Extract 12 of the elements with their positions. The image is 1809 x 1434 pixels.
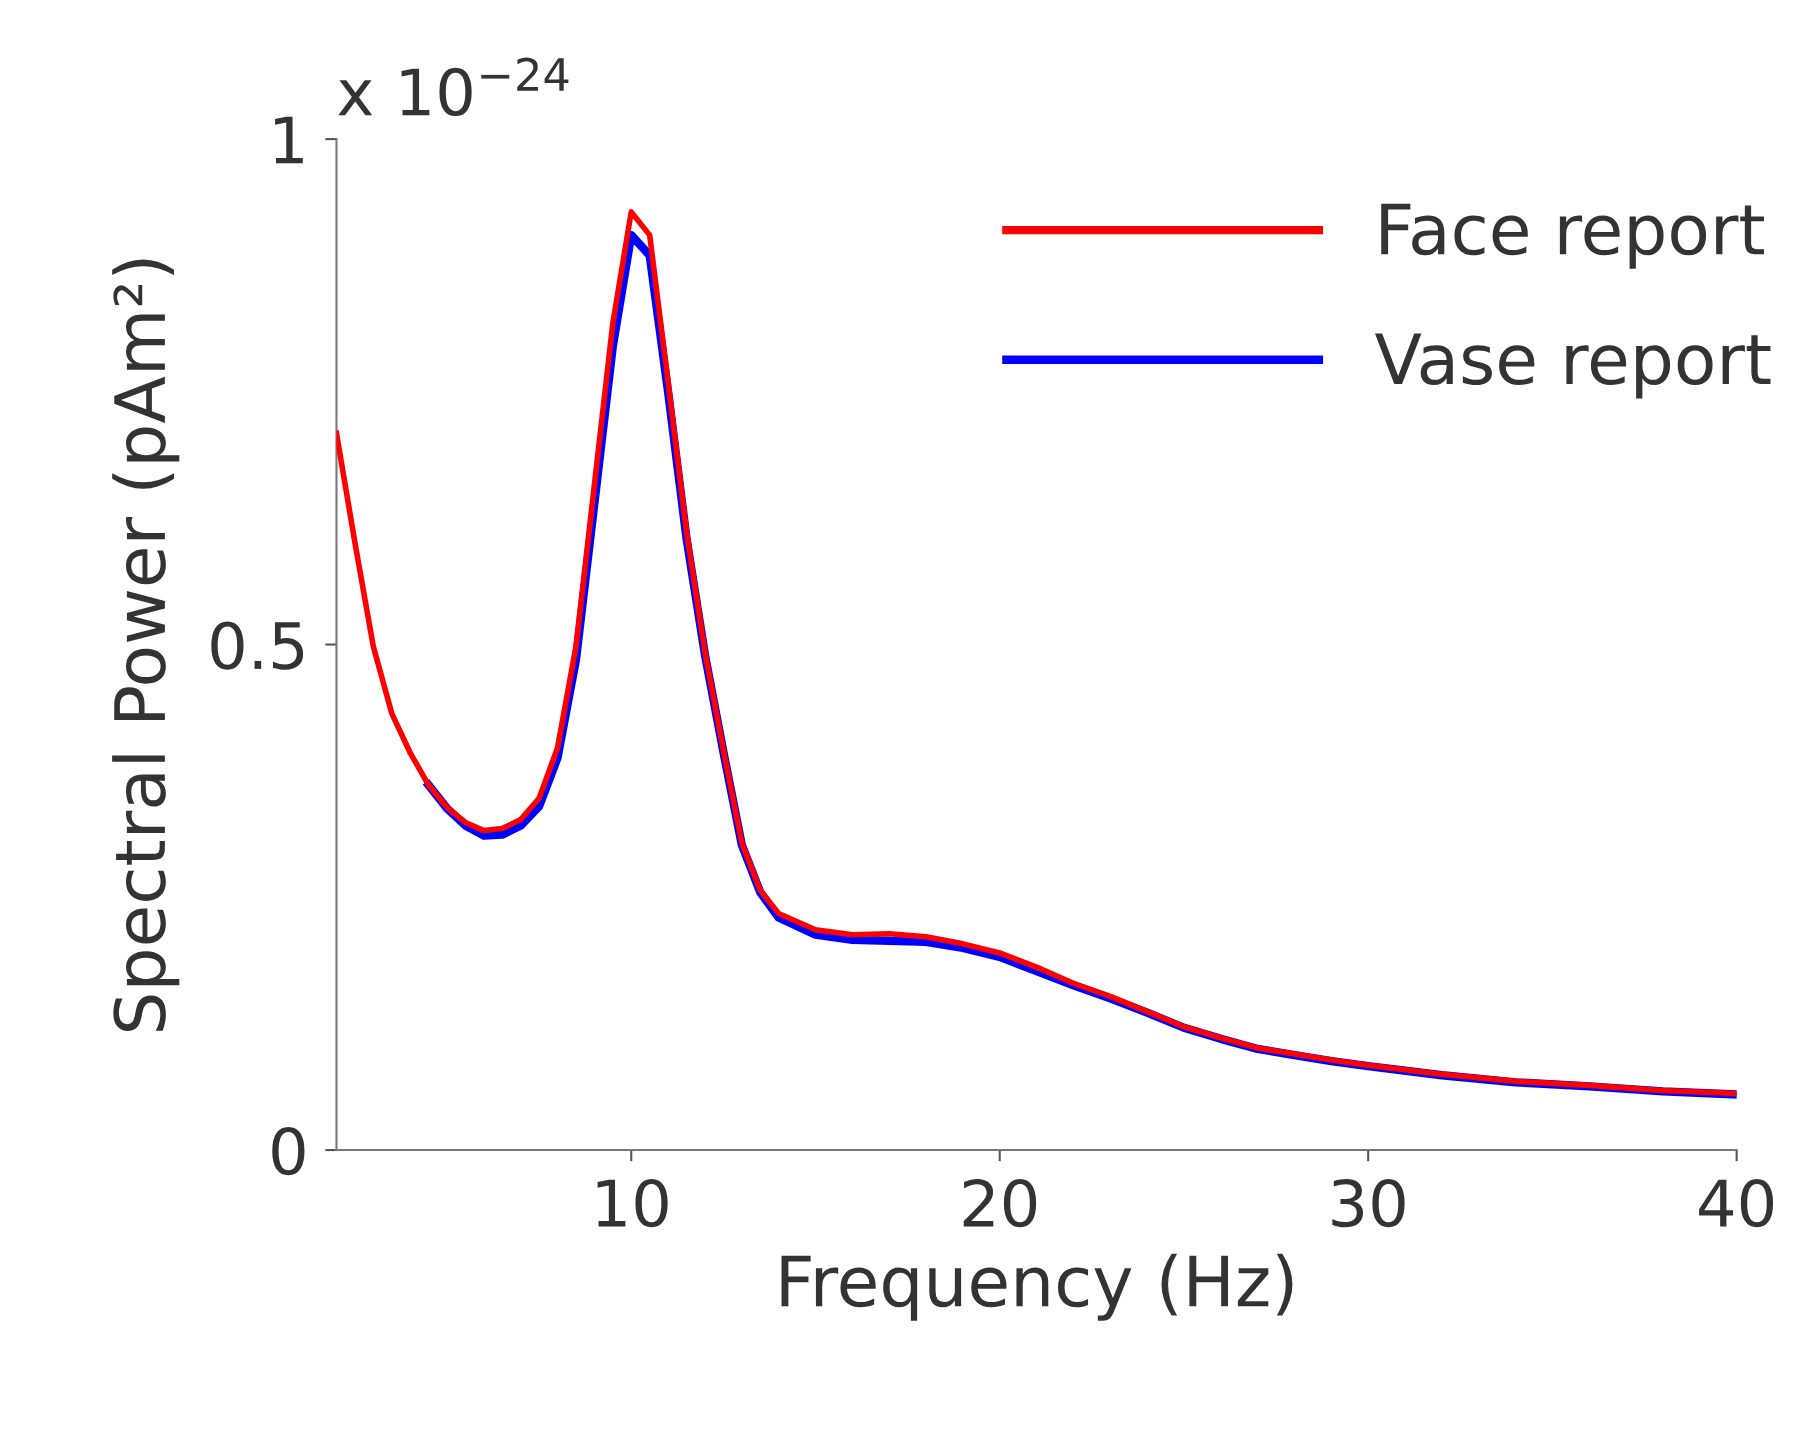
legend-label: Vase report bbox=[1374, 333, 1771, 399]
x-axis-title: Frequency (Hz) bbox=[781, 1253, 1293, 1321]
x-tick-label: 40 bbox=[1699, 1178, 1774, 1228]
y-axis-title: Spectral Power (pAm²) bbox=[112, 259, 180, 1032]
y-tick-label: 1 bbox=[275, 116, 303, 164]
text: x 10$^{−24}$ bbox=[338, 57, 569, 117]
y-tick-label: 0 bbox=[272, 1126, 305, 1176]
x-tick-label: 30 bbox=[1332, 1178, 1405, 1228]
x-tick-label: 20 bbox=[963, 1178, 1037, 1228]
legend-label: Face report bbox=[1381, 203, 1764, 269]
y-tick-label: 0.5 bbox=[211, 621, 304, 670]
x-tick-label: 10 bbox=[597, 1178, 668, 1228]
